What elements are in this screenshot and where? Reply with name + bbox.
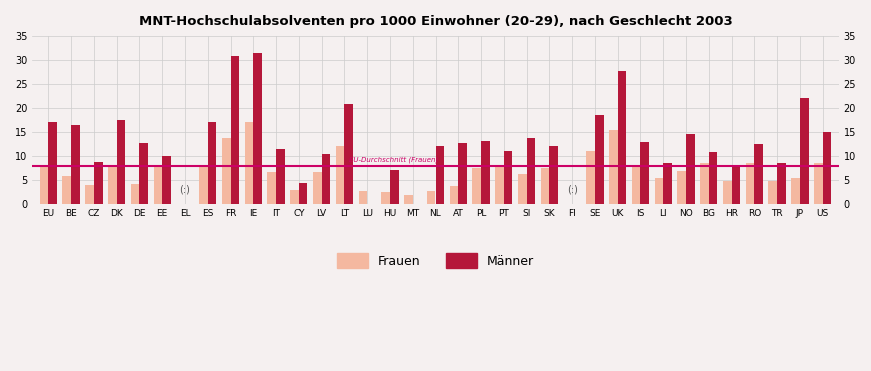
Title: MNT-Hochschulabsolventen pro 1000 Einwohner (20-29), nach Geschlecht 2003: MNT-Hochschulabsolventen pro 1000 Einwoh… bbox=[138, 15, 733, 28]
Bar bbox=[618, 70, 626, 204]
Bar bbox=[663, 163, 672, 204]
Bar bbox=[153, 165, 162, 204]
Bar bbox=[299, 183, 307, 204]
Bar bbox=[754, 144, 763, 204]
Bar bbox=[267, 172, 276, 204]
Bar bbox=[631, 165, 640, 204]
Bar bbox=[503, 151, 512, 204]
Bar bbox=[427, 191, 436, 204]
Bar bbox=[208, 122, 216, 204]
Bar bbox=[94, 162, 103, 204]
Bar bbox=[481, 141, 490, 204]
Bar bbox=[321, 154, 330, 204]
Bar bbox=[63, 176, 71, 204]
Bar bbox=[108, 165, 117, 204]
Bar bbox=[139, 142, 148, 204]
Bar bbox=[518, 174, 527, 204]
Bar bbox=[359, 191, 368, 204]
Bar bbox=[777, 163, 786, 204]
Bar bbox=[527, 138, 536, 204]
Bar bbox=[117, 120, 125, 204]
Bar bbox=[40, 165, 48, 204]
Bar bbox=[768, 181, 777, 204]
Bar bbox=[541, 168, 550, 204]
Bar bbox=[253, 53, 262, 204]
Bar bbox=[381, 192, 390, 204]
Text: EU-Durchschnitt (Frauen): EU-Durchschnitt (Frauen) bbox=[349, 156, 438, 163]
Bar bbox=[472, 168, 481, 204]
Bar bbox=[732, 167, 740, 204]
Bar bbox=[222, 138, 231, 204]
Bar bbox=[678, 171, 686, 204]
Bar bbox=[449, 186, 458, 204]
Bar bbox=[85, 185, 94, 204]
Bar bbox=[231, 56, 240, 204]
Bar bbox=[700, 163, 709, 204]
Bar bbox=[655, 178, 663, 204]
Bar bbox=[390, 170, 399, 204]
Bar bbox=[436, 147, 444, 204]
Bar bbox=[458, 142, 467, 204]
Legend: Frauen, Männer: Frauen, Männer bbox=[332, 248, 539, 273]
Bar bbox=[344, 104, 353, 204]
Bar bbox=[276, 150, 285, 204]
Bar bbox=[709, 152, 718, 204]
Text: (:): (:) bbox=[567, 185, 577, 195]
Bar bbox=[823, 132, 831, 204]
Text: (:): (:) bbox=[179, 185, 191, 195]
Bar bbox=[496, 165, 503, 204]
Bar bbox=[609, 129, 618, 204]
Bar bbox=[199, 165, 208, 204]
Bar bbox=[131, 184, 139, 204]
Bar bbox=[71, 125, 80, 204]
Bar bbox=[595, 115, 604, 204]
Bar bbox=[800, 98, 808, 204]
Bar bbox=[746, 163, 754, 204]
Bar bbox=[162, 156, 171, 204]
Bar bbox=[814, 163, 823, 204]
Bar bbox=[550, 147, 558, 204]
Bar bbox=[245, 122, 253, 204]
Bar bbox=[48, 122, 57, 204]
Bar bbox=[640, 142, 649, 204]
Bar bbox=[686, 134, 695, 204]
Bar bbox=[586, 151, 595, 204]
Bar bbox=[313, 172, 321, 204]
Bar bbox=[723, 181, 732, 204]
Bar bbox=[290, 190, 299, 204]
Bar bbox=[335, 147, 344, 204]
Bar bbox=[791, 178, 800, 204]
Bar bbox=[404, 196, 413, 204]
